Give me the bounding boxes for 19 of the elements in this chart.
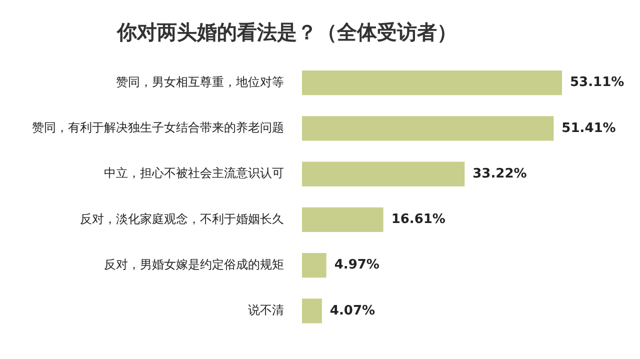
y-tick-label: 赞同，男女相互尊重，地位对等 [116, 74, 284, 89]
bar [302, 207, 384, 232]
data-label: 51.41% [562, 120, 616, 136]
data-label: 4.07% [330, 303, 376, 318]
data-label: 33.22% [472, 166, 527, 182]
bar [302, 298, 322, 324]
data-label: 16.61% [391, 212, 446, 228]
bar [302, 253, 326, 278]
bar [302, 70, 562, 96]
y-tick-label: 中立，担心不被社会主流意识认可 [104, 166, 284, 180]
y-tick-label: 说不清 [248, 303, 284, 318]
y-tick-label: 反对，淡化家庭观念，不利于婚姻长久 [80, 212, 284, 226]
data-label: 4.97% [334, 258, 380, 273]
y-tick-label: 反对，男婚女嫁是约定俗成的规矩 [104, 257, 284, 272]
data-label: 53.11% [570, 75, 624, 90]
bar [302, 162, 465, 186]
bar [302, 116, 554, 141]
y-tick-label: 赞同，有利于解决独生子女结合带来的养老问题 [32, 120, 284, 135]
chart-title: 你对两头婚的看法是？（全体受访者） [116, 20, 457, 44]
